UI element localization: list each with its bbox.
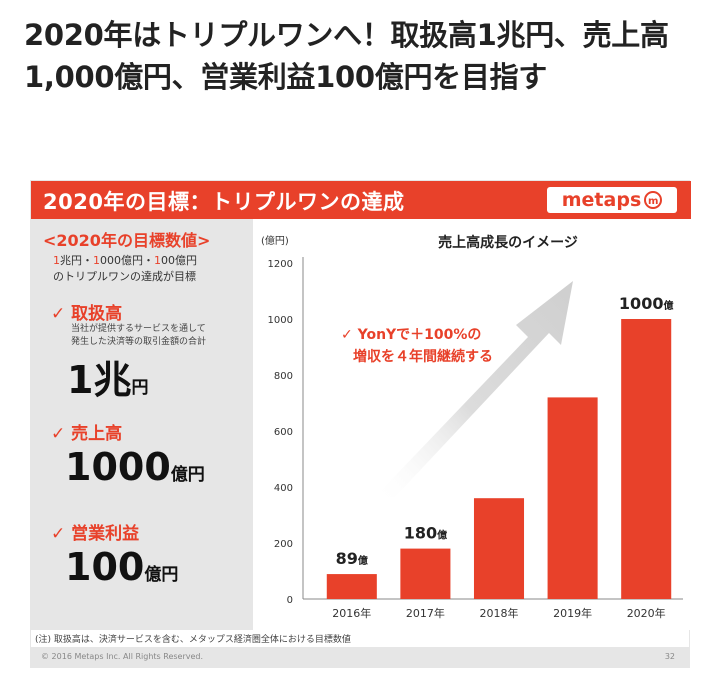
y-axis-label: (億円)	[261, 234, 289, 247]
y-tick-label: 200	[274, 539, 293, 550]
y-tick-label: 0	[287, 595, 293, 606]
slide-footer: © 2016 Metaps Inc. All Rights Reserved. …	[31, 647, 689, 667]
goals-panel: <2020年の目標数値> 1兆円・1000億円・100億円 のトリプルワンの達成…	[31, 219, 253, 630]
goal-label-operating-profit: ✓ 営業利益	[51, 524, 140, 544]
goals-heading: <2020年の目標数値>	[43, 231, 211, 250]
goals-description-line2: のトリプルワンの達成が目標	[53, 270, 196, 283]
x-tick-label: 2016年	[332, 606, 371, 620]
chart-title: 売上高成長のイメージ	[438, 234, 578, 251]
metaps-logo: metaps m	[547, 187, 677, 213]
y-tick-label: 1200	[268, 259, 293, 270]
revenue-chart: 売上高成長のイメージ (億円) ✓ YonYで＋100%の 増収を４年間継続する…	[253, 219, 691, 630]
goal-value-transaction-volume: 1兆円	[67, 358, 149, 402]
x-tick-label: 2019年	[553, 606, 592, 620]
y-tick-label: 800	[274, 371, 293, 382]
bar	[547, 397, 598, 599]
x-tick-label: 2017年	[406, 606, 445, 620]
page-number: 32	[664, 652, 675, 661]
y-tick-label: 600	[274, 427, 293, 438]
y-tick-label: 400	[274, 483, 293, 494]
bar	[400, 548, 451, 599]
footnote: (注) 取扱高は、決済サービスを含む、メタップス経済圏全体における目標数値	[35, 635, 351, 645]
chart-svg: 売上高成長のイメージ (億円) ✓ YonYで＋100%の 増収を４年間継続する…	[261, 234, 683, 620]
bar	[473, 498, 525, 599]
x-tick-label: 2018年	[480, 606, 519, 620]
y-tick-label: 1000	[268, 315, 293, 326]
slide-header: 2020年の目標：トリプルワンの達成 metaps m	[31, 181, 691, 219]
goals-description-line1: 1兆円・1000億円・100億円	[53, 254, 197, 267]
goal-value-revenue: 1000億円	[65, 445, 205, 489]
article-headline: 2020年はトリプルワンへ！取扱高1兆円、売上高1,000億円、営業利益100億…	[24, 18, 669, 94]
slide-title: 2020年の目標：トリプルワンの達成	[43, 190, 405, 214]
bar	[326, 574, 377, 599]
logo-mark-icon: m	[644, 191, 663, 209]
data-label: 180億	[404, 524, 447, 543]
growth-annotation-line2: 増収を４年間継続する	[353, 348, 493, 365]
growth-arrow-shape	[373, 281, 573, 499]
slide-image: 2020年の目標：トリプルワンの達成 metaps m <2020年の目標数値>…	[30, 180, 691, 668]
goals-description: 1兆円・1000億円・100億円 のトリプルワンの達成が目標	[53, 253, 197, 285]
logo-text: metaps	[561, 189, 642, 211]
goal-subtext: 当社が提供するサービスを通して 発生した決済等の取引金額の合計	[71, 324, 207, 347]
x-tick-label: 2020年	[627, 606, 666, 620]
copyright: © 2016 Metaps Inc. All Rights Reserved.	[41, 652, 204, 661]
goal-label-transaction-volume: ✓ 取扱高	[51, 304, 123, 324]
goal-label-revenue: ✓ 売上高	[51, 424, 123, 444]
bar	[621, 319, 672, 599]
data-label: 89億	[336, 549, 368, 568]
goal-value-operating-profit: 100億円	[65, 545, 179, 589]
growth-annotation-line1: ✓ YonYで＋100%の	[341, 327, 481, 343]
data-label: 1000億	[619, 294, 674, 313]
